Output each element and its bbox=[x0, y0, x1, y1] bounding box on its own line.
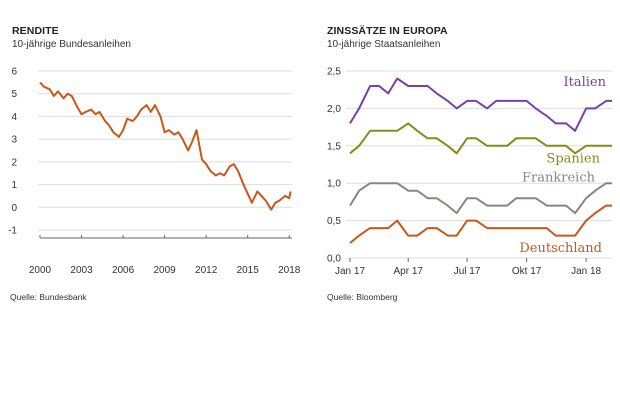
left-x-tick-label: 2009 bbox=[153, 265, 176, 276]
left-x-tick-label: 2012 bbox=[195, 265, 218, 276]
left-x-tick-label: 2000 bbox=[29, 265, 52, 276]
left-x-tick-label: 2018 bbox=[278, 265, 301, 276]
right-chart-subtitle: 10-jährige Staatsanleihen bbox=[327, 39, 441, 50]
right-chart-source: Quelle: Bloomberg bbox=[327, 292, 398, 302]
right-series-label: Spanien bbox=[546, 151, 600, 166]
right-series-line bbox=[349, 77, 612, 132]
left-y-tick-label: 4 bbox=[11, 112, 17, 123]
right-series-line bbox=[349, 182, 612, 215]
left-chart-source: Quelle: Bundesbank bbox=[10, 292, 87, 302]
right-y-tick-label: 0,0 bbox=[327, 254, 341, 265]
right-series-label: Italien bbox=[564, 75, 607, 90]
left-chart-subtitle: 10-jährige Bundesanleihen bbox=[12, 39, 131, 50]
left-x-tick-label: 2003 bbox=[70, 265, 93, 276]
right-y-tick-label: 2,5 bbox=[327, 67, 341, 78]
left-y-tick-label: 6 bbox=[11, 67, 17, 78]
right-series-line bbox=[349, 204, 612, 244]
right-x-tick-label: Jan 17 bbox=[335, 266, 365, 277]
left-y-tick-label: 0 bbox=[11, 203, 17, 214]
left-x-tick-label: 2015 bbox=[237, 265, 260, 276]
right-x-tick-label: Jan 18 bbox=[571, 266, 601, 277]
left-y-tick-label: 5 bbox=[11, 89, 17, 100]
right-y-tick-label: 0,5 bbox=[327, 216, 341, 227]
right-x-tick-label: Jul 17 bbox=[454, 266, 481, 277]
left-series-line bbox=[39, 81, 292, 211]
left-y-tick-label: 1 bbox=[11, 180, 17, 191]
right-chart-title: ZINSSÄTZE IN EUROPA bbox=[327, 25, 448, 37]
left-x-tick-label: 2006 bbox=[112, 265, 135, 276]
left-y-tick-label: -1 bbox=[8, 226, 17, 237]
left-chart-title: RENDITE bbox=[12, 25, 59, 37]
right-x-tick-label: Apr 17 bbox=[393, 266, 423, 277]
right-y-tick-label: 2,0 bbox=[327, 104, 341, 115]
right-y-tick-label: 1,0 bbox=[327, 179, 341, 190]
right-series-label: Deutschland bbox=[519, 241, 602, 256]
right-series-line bbox=[349, 122, 612, 155]
left-y-tick-label: 3 bbox=[11, 135, 17, 146]
left-y-tick-label: 2 bbox=[11, 157, 17, 168]
right-series-label: Frankreich bbox=[522, 171, 596, 186]
right-y-tick-label: 1,5 bbox=[327, 141, 341, 152]
right-x-tick-label: Okt 17 bbox=[512, 266, 542, 277]
